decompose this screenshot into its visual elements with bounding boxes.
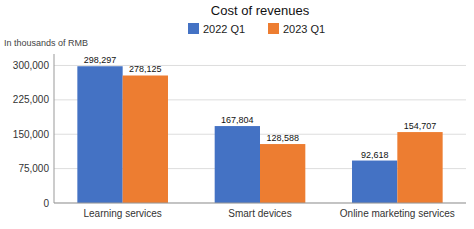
x-axis: Learning services Smart devices Online mar…	[54, 203, 466, 219]
bar	[123, 75, 168, 203]
bar	[397, 132, 442, 203]
legend-swatch	[268, 23, 279, 34]
data-label: 167,804	[221, 115, 254, 125]
y-axis: 0 75,000 150,000 225,000 300,000	[13, 60, 466, 209]
y-axis-label: In thousands of RMB	[4, 38, 88, 48]
data-label: 298,297	[84, 55, 117, 65]
legend-swatch	[188, 23, 199, 34]
title: Cost of revenues	[211, 3, 310, 18]
y-tick-label: 225,000	[13, 94, 50, 105]
y-tick-label: 150,000	[13, 129, 50, 140]
legend-label: 2023 Q1	[283, 23, 325, 35]
y-tick-label: 300,000	[13, 60, 50, 71]
data-label: 128,588	[266, 133, 299, 143]
y-tick-label: 0	[43, 198, 49, 209]
y-axis-line	[54, 54, 55, 203]
bar	[352, 161, 397, 203]
bar	[77, 66, 122, 203]
bar	[260, 144, 305, 203]
x-tick-label: Online marketing services	[340, 208, 455, 219]
grid-line	[54, 203, 466, 204]
y-tick-label: 75,000	[18, 163, 49, 174]
legend: 2022 Q1 2023 Q1	[188, 23, 325, 35]
x-tick-label: Learning services	[83, 208, 161, 219]
bar	[215, 126, 260, 203]
x-axis-line	[54, 203, 466, 204]
data-labels: 298,297 167,804 92,618 278,125 128,588 154,70…	[84, 55, 437, 159]
x-tick-label: Smart devices	[228, 208, 291, 219]
data-label: 154,707	[404, 121, 437, 131]
legend-label: 2022 Q1	[203, 23, 245, 35]
data-label: 92,618	[361, 150, 389, 160]
chart: Cost of revenues 2022 Q1 2023 Q1 In thousan…	[0, 0, 474, 229]
data-label: 278,125	[129, 64, 162, 74]
bars	[77, 66, 442, 203]
